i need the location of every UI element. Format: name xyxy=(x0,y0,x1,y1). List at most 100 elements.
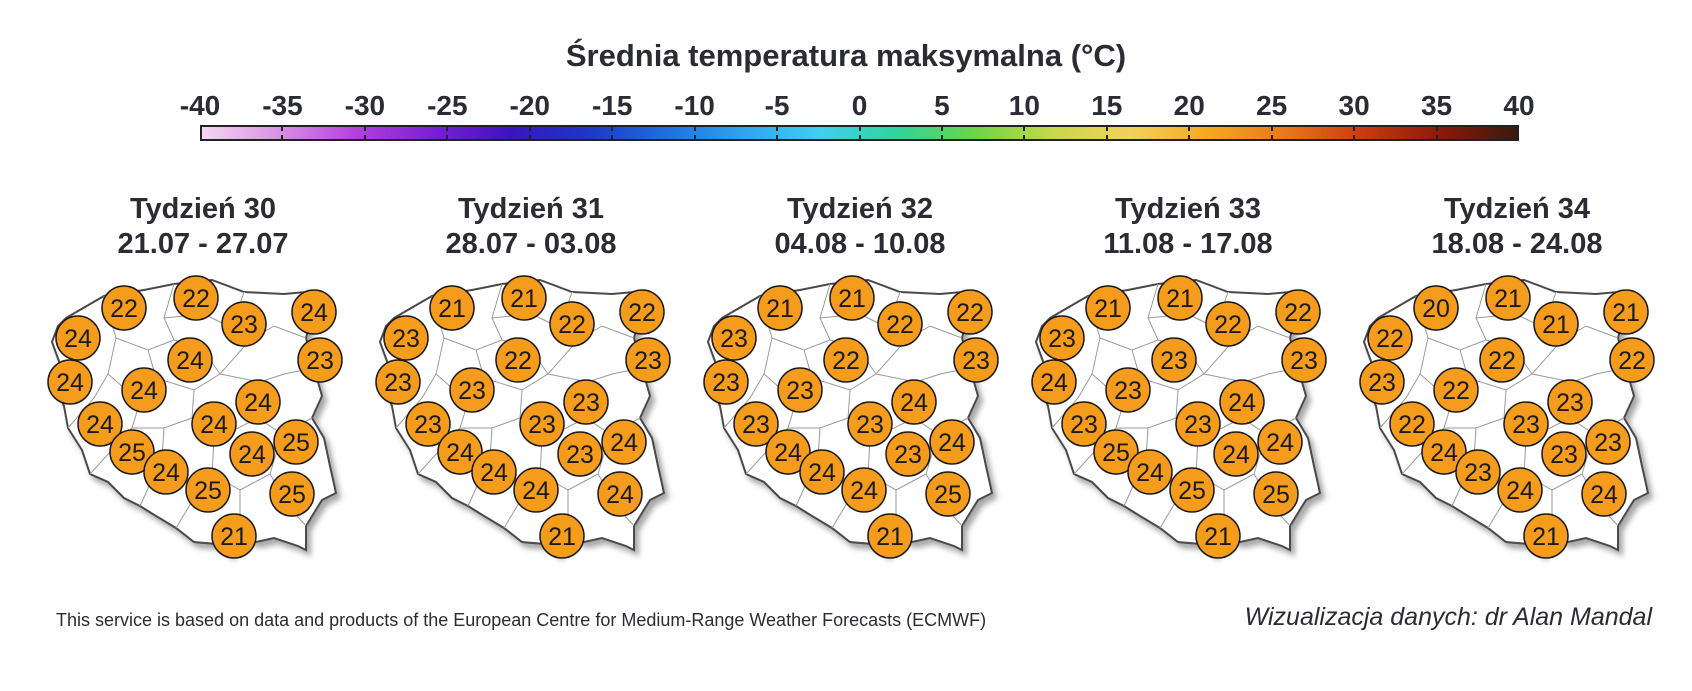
bubble-value: 23 xyxy=(720,325,748,353)
bubble-value: 25 xyxy=(1102,439,1130,467)
bubble-value: 24 xyxy=(1590,481,1618,509)
temperature-bubble: 24 xyxy=(601,419,647,465)
bubble-value: 23 xyxy=(414,411,442,439)
week-label: Tydzień 31 xyxy=(457,193,605,225)
region-border xyxy=(219,367,315,383)
colorbar-tick xyxy=(363,135,366,141)
bubble-circle xyxy=(1533,301,1579,347)
bubble-value: 21 xyxy=(876,523,904,551)
bubble-value: 23 xyxy=(1048,325,1076,353)
bubble-value: 24 xyxy=(480,459,508,487)
region-border xyxy=(1444,389,1507,429)
bubble-circle xyxy=(1581,471,1627,517)
temperature-bubble: 23 xyxy=(1151,337,1197,383)
bubble-circle xyxy=(437,429,483,475)
region-border xyxy=(875,367,971,383)
temperature-bubble: 24 xyxy=(891,379,937,425)
bubble-circle xyxy=(1219,379,1265,425)
colorbar-tick xyxy=(446,125,449,131)
author-credit: Wizualizacja danych: dr Alan Mandal xyxy=(1244,603,1652,631)
bubble-value: 24 xyxy=(1040,369,1068,397)
bubble-circle xyxy=(173,275,219,321)
bubble-value: 21 xyxy=(1166,285,1194,313)
colorbar-tick xyxy=(446,135,449,141)
temperature-bubble: 22 xyxy=(1367,315,1413,361)
temperature-bubble: 23 xyxy=(1541,431,1587,477)
temperature-bubble: 24 xyxy=(291,289,337,335)
temperature-bubble: 21 xyxy=(1523,513,1569,559)
bubble-circle xyxy=(375,359,421,405)
bubble-circle xyxy=(625,337,671,383)
bubble-circle xyxy=(1093,429,1139,475)
source-attribution: This service is based on data and produc… xyxy=(56,610,987,630)
temperature-bubble: 21 xyxy=(1085,285,1131,331)
temperature-bubble: 22 xyxy=(1433,367,1479,413)
week-header: Tydzień 30 21.07 - 27.07 xyxy=(73,192,333,262)
bubble-circle xyxy=(1061,401,1107,447)
bubble-circle xyxy=(557,431,603,477)
temperature-bubble: 23 xyxy=(703,359,749,405)
region-border xyxy=(1116,389,1179,429)
scale-tick-label: 5 xyxy=(934,90,950,121)
temperature-bubble: 24 xyxy=(121,367,167,413)
temperature-bubble: 23 xyxy=(1503,401,1549,447)
bubble-circle xyxy=(185,467,231,513)
bubble-value: 23 xyxy=(1550,441,1578,469)
temperature-colorbar xyxy=(200,125,1519,141)
bubble-value: 20 xyxy=(1422,295,1450,323)
bubble-circle xyxy=(777,367,823,413)
bubble-circle xyxy=(1497,467,1543,513)
week-header: Tydzień 34 18.08 - 24.08 xyxy=(1387,192,1647,262)
week-dates: 28.07 - 03.08 xyxy=(445,228,617,260)
temperature-bubble: 24 xyxy=(1213,431,1259,477)
bubble-circle xyxy=(519,401,565,447)
bubble-circle xyxy=(101,285,147,331)
temperature-bubble: 24 xyxy=(765,429,811,475)
bubble-value: 22 xyxy=(956,299,984,327)
bubble-value: 22 xyxy=(1398,411,1426,439)
bubble-value: 25 xyxy=(278,481,306,509)
bubble-circle xyxy=(619,289,665,335)
bubble-circle xyxy=(925,471,971,517)
bubble-circle xyxy=(549,301,595,347)
temperature-bubble: 24 xyxy=(143,449,189,495)
bubble-circle xyxy=(841,467,887,513)
bubble-value: 21 xyxy=(1532,523,1560,551)
bubble-circle xyxy=(273,419,319,465)
bubble-value: 24 xyxy=(300,299,328,327)
bubble-value: 21 xyxy=(1612,299,1640,327)
scale-labels: -40 -35 -30 -25 -20 -15 -10 -5 0 5 10 15 20 25 30 35 40 xyxy=(0,90,1692,126)
scale-tick-label: 40 xyxy=(1503,90,1535,121)
bubble-value: 24 xyxy=(1266,429,1294,457)
bubble-value: 23 xyxy=(1160,347,1188,375)
bubble-value: 25 xyxy=(1178,477,1206,505)
colorbar-tick xyxy=(1105,125,1108,131)
bubble-circle xyxy=(229,431,275,477)
bubble-circle xyxy=(1421,429,1467,475)
temperature-bubble: 23 xyxy=(557,431,603,477)
bubble-circle xyxy=(1479,337,1525,383)
temperature-bubble: 21 xyxy=(1195,513,1241,559)
scale-tick-label: 10 xyxy=(1008,90,1040,121)
temperature-bubble: 21 xyxy=(1603,289,1649,335)
temperature-bubble: 21 xyxy=(867,513,913,559)
bubble-value: 24 xyxy=(244,389,272,417)
temperature-bubble: 22 xyxy=(619,289,665,335)
week-label: Tydzień 34 xyxy=(1443,193,1591,225)
bubble-value: 21 xyxy=(1094,295,1122,323)
temperature-bubble: 24 xyxy=(77,401,123,447)
bubble-value: 23 xyxy=(1114,377,1142,405)
temperature-bubble: 24 xyxy=(1219,379,1265,425)
bubble-circle xyxy=(1157,275,1203,321)
bubble-value: 24 xyxy=(1222,441,1250,469)
temperature-bubble: 24 xyxy=(471,449,517,495)
temperature-bubble: 23 xyxy=(1105,367,1151,413)
week-dates: 11.08 - 17.08 xyxy=(1103,228,1273,260)
scale-tick-label: -35 xyxy=(262,90,303,121)
colorbar-tick xyxy=(1105,135,1108,141)
bubble-value: 23 xyxy=(856,411,884,439)
week-label: Tydzień 30 xyxy=(129,193,277,225)
bubble-circle xyxy=(563,379,609,425)
temperature-bubble: 22 xyxy=(823,337,869,383)
bubble-circle xyxy=(297,337,343,383)
